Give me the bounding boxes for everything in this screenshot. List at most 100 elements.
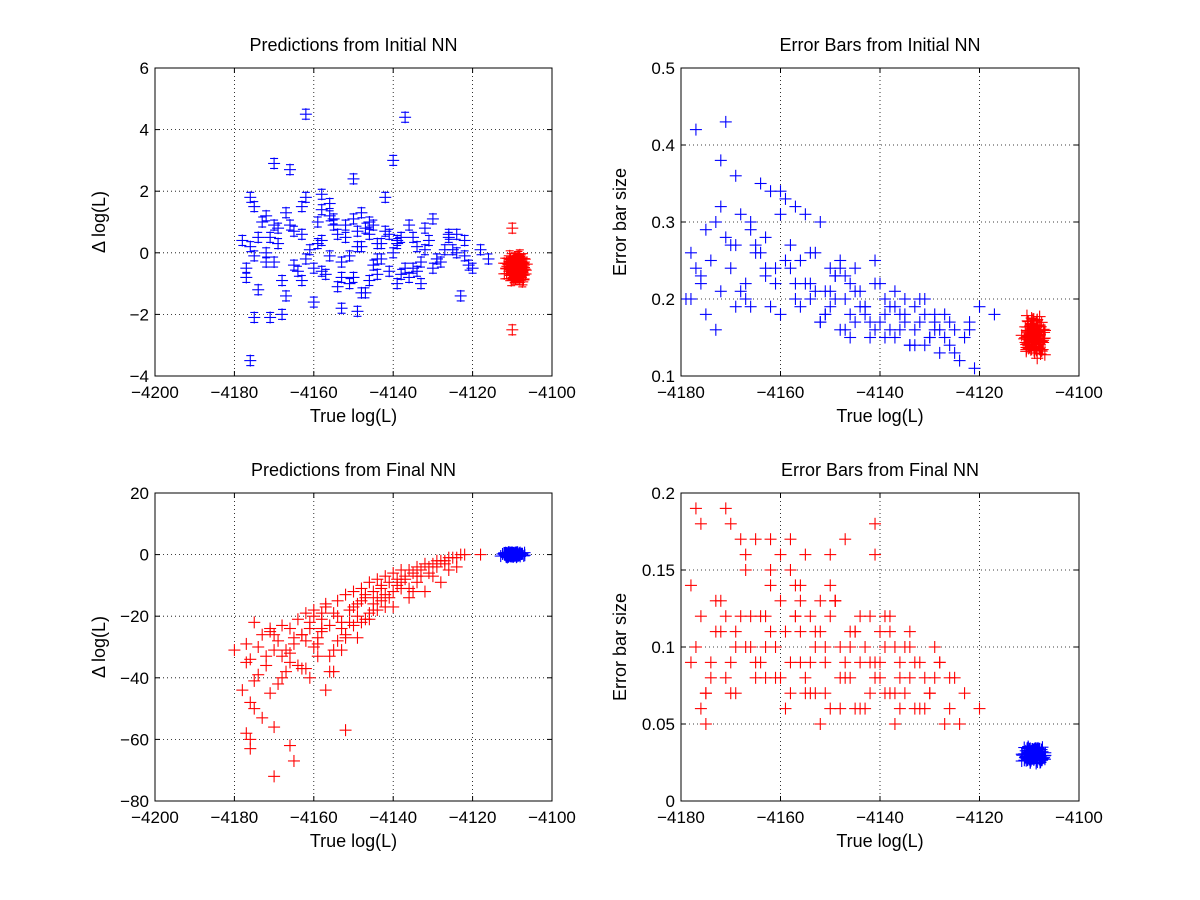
data-point: [307, 262, 320, 275]
data-point: [505, 266, 518, 279]
data-point: [347, 585, 360, 598]
x-tick-label: −4140: [369, 808, 417, 827]
data-point: [287, 754, 300, 767]
data-point: [367, 604, 380, 617]
data-point: [774, 594, 787, 607]
data-point: [482, 252, 495, 265]
data-point: [719, 115, 732, 128]
data-point: [824, 285, 837, 298]
x-tick-label: −4100: [528, 808, 576, 827]
data-point: [769, 277, 782, 290]
data-point: [744, 223, 757, 236]
x-tick-label: −4140: [369, 383, 417, 402]
data-point: [379, 191, 392, 204]
data-point: [774, 671, 787, 684]
x-tick-label: −4100: [1055, 383, 1103, 402]
y-tick-label: 0: [140, 546, 149, 565]
series-new-samples: [1015, 740, 1052, 770]
data-point: [272, 677, 285, 690]
y-axis-label: Error bar size: [610, 593, 630, 701]
data-point: [339, 219, 352, 232]
data-point: [754, 246, 767, 259]
data-point: [908, 656, 921, 669]
x-tick-label: −4180: [211, 383, 259, 402]
y-tick-label: 0.1: [651, 638, 675, 657]
data-point: [849, 316, 862, 329]
data-point: [794, 625, 807, 638]
data-point: [283, 622, 296, 635]
y-axis-label: Error bar size: [610, 168, 630, 276]
data-point: [315, 234, 328, 247]
data-point: [928, 671, 941, 684]
data-point: [719, 231, 732, 244]
data-point: [280, 206, 293, 219]
data-point: [774, 185, 787, 198]
data-point: [383, 591, 396, 604]
data-point: [399, 262, 412, 275]
data-point: [379, 570, 392, 583]
data-point: [303, 671, 316, 684]
data-point: [834, 262, 847, 275]
data-point: [347, 600, 360, 613]
data-point: [859, 641, 872, 653]
data-point: [268, 721, 281, 734]
data-point: [699, 308, 712, 321]
data-point: [684, 579, 697, 592]
y-tick-label: 0.2: [651, 484, 675, 503]
data-point: [244, 354, 257, 367]
data-point: [1022, 751, 1035, 764]
data-point: [323, 197, 336, 210]
data-point: [888, 285, 901, 298]
data-point: [454, 289, 467, 302]
data-point: [403, 219, 416, 232]
data-point: [351, 225, 364, 238]
data-point: [248, 616, 261, 629]
data-point: [814, 594, 827, 607]
x-axis-label: True log(L): [836, 406, 923, 426]
data-point: [299, 252, 312, 265]
data-point: [724, 262, 737, 275]
data-point: [371, 573, 384, 586]
data-point: [774, 208, 787, 221]
chart-title: Predictions from Final NN: [251, 460, 456, 480]
data-point: [784, 564, 797, 576]
data-point: [446, 243, 459, 256]
data-point: [739, 548, 752, 561]
series-new-samples: [494, 546, 531, 564]
data-point: [506, 323, 519, 336]
data-point: [363, 216, 376, 228]
data-point: [864, 316, 877, 329]
data-point: [323, 650, 336, 663]
subplot-2: −4180 −4160 −4140 −4120 −4100 0.1 0.2 0.3 0.4 0.5…: [610, 35, 1103, 426]
x-tick-label: −4200: [131, 383, 179, 402]
data-point: [744, 610, 757, 623]
data-point: [355, 594, 368, 607]
data-point: [943, 702, 956, 715]
data-layer: [228, 546, 531, 783]
data-point: [859, 702, 872, 715]
data-point: [319, 684, 332, 697]
data-point: [789, 293, 802, 305]
data-point: [824, 610, 837, 623]
data-point: [809, 285, 822, 298]
data-point: [814, 216, 827, 228]
data-point: [315, 607, 328, 620]
data-point: [335, 302, 348, 315]
data-point: [869, 254, 882, 267]
data-point: [283, 656, 296, 669]
data-point: [260, 256, 273, 269]
data-point: [948, 346, 961, 359]
data-point: [839, 671, 852, 684]
data-point: [913, 316, 926, 329]
data-point: [359, 588, 372, 601]
data-point: [819, 656, 832, 669]
data-point: [864, 687, 877, 700]
chart-title: Error Bars from Initial NN: [779, 35, 980, 55]
data-point: [874, 277, 886, 290]
data-point: [824, 548, 837, 561]
data-point: [268, 644, 281, 657]
data-point: [236, 234, 249, 247]
data-point: [1029, 332, 1042, 345]
data-point: [724, 656, 737, 669]
data-point: [844, 308, 857, 321]
